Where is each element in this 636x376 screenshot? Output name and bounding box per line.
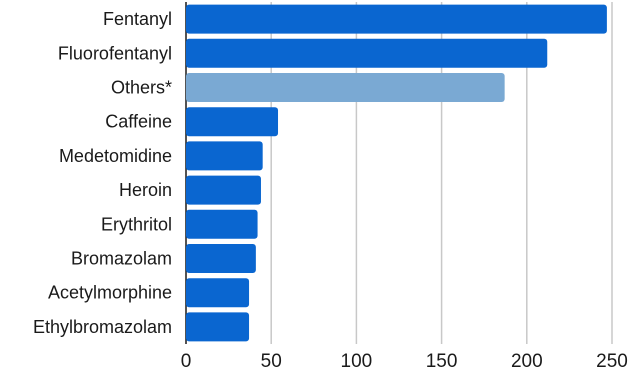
x-tick-label: 200 bbox=[511, 351, 543, 372]
bar bbox=[186, 312, 250, 342]
bar bbox=[186, 4, 607, 34]
category-label: Others* bbox=[111, 78, 172, 98]
bar bbox=[186, 38, 548, 68]
bar bbox=[186, 73, 505, 102]
category-label: Acetylmorphine bbox=[48, 283, 172, 303]
bar-layer bbox=[186, 4, 607, 342]
category-label: Medetomidine bbox=[59, 146, 172, 166]
category-label: Bromazolam bbox=[71, 249, 172, 269]
category-label-layer: Fentanyl Fluorofentanyl Others* Caffeine Med… bbox=[33, 9, 172, 337]
bar bbox=[186, 278, 250, 308]
category-label: Erythritol bbox=[101, 214, 172, 234]
category-label: Caffeine bbox=[105, 112, 172, 132]
category-label: Fentanyl bbox=[103, 9, 172, 29]
bar bbox=[186, 209, 258, 239]
category-label: Heroin bbox=[119, 180, 172, 200]
x-tick-label: 0 bbox=[181, 351, 192, 372]
x-tick-label: 100 bbox=[341, 351, 373, 372]
bar bbox=[186, 107, 279, 137]
bar bbox=[186, 175, 261, 205]
category-label: Ethylbromazolam bbox=[33, 317, 172, 337]
x-tick-label: 50 bbox=[261, 351, 282, 372]
category-label: Fluorofentanyl bbox=[58, 43, 172, 63]
bar bbox=[186, 244, 256, 273]
x-tick-layer: 0 50 100 150 200 250 bbox=[181, 351, 628, 372]
bar bbox=[186, 141, 263, 171]
x-tick-label: 150 bbox=[426, 351, 458, 372]
x-tick-label: 250 bbox=[596, 351, 628, 372]
